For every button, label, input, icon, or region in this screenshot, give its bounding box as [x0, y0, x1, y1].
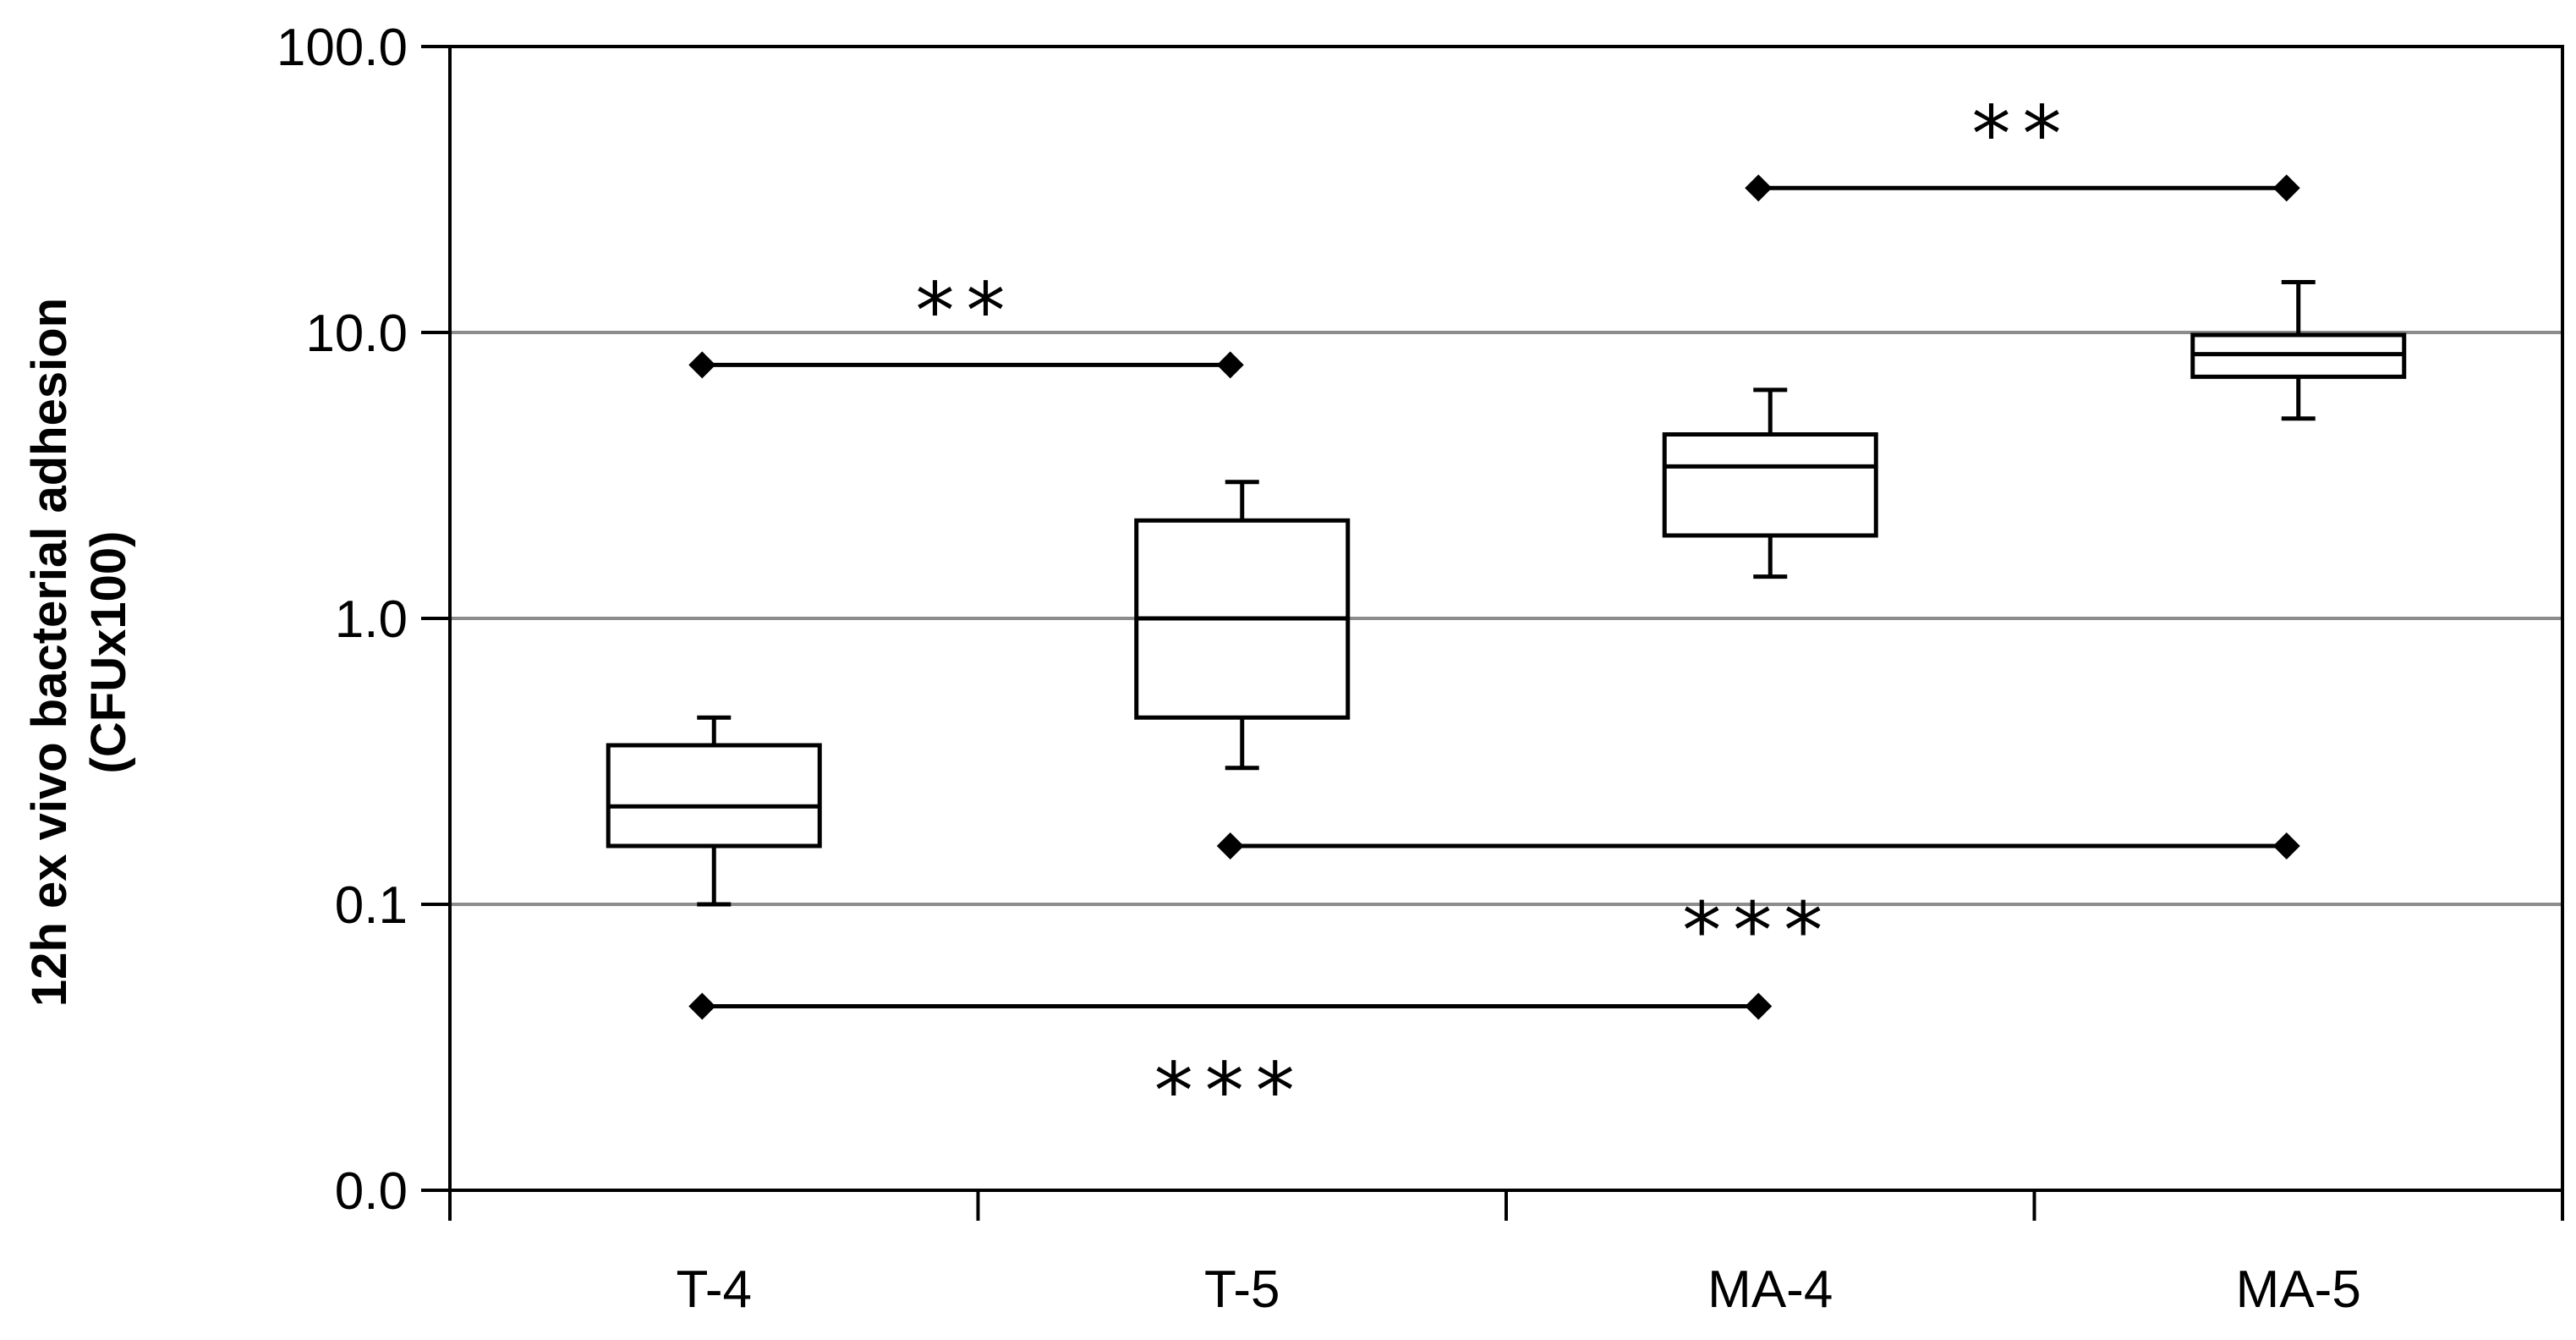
y-tick-label-4: 100.0 — [277, 19, 408, 77]
significance-brackets: ********** — [688, 89, 2300, 1137]
boxes — [606, 279, 2407, 907]
marker-end — [1216, 351, 1244, 379]
significance-stars: *** — [1154, 1046, 1307, 1137]
y-tick-label-3: 10.0 — [305, 305, 408, 363]
box-ma-5 — [2190, 279, 2407, 421]
y-axis-label-line-1: 12h ex vivo bacterial adhesion — [22, 298, 77, 1007]
y-axis-label: 12h ex vivo bacterial adhesion (CFUx100) — [22, 298, 136, 1007]
marker-end — [2272, 832, 2300, 860]
marker-end — [1745, 992, 1773, 1020]
x-tick-label-ma-5: MA-5 — [2236, 1260, 2361, 1319]
marker-start — [1745, 174, 1773, 202]
box-t-5 — [1134, 480, 1351, 771]
y-tick-label-0: 0.0 — [335, 1162, 408, 1221]
significance-stars: ** — [916, 266, 1017, 356]
y-tick-label-1: 0.1 — [335, 876, 408, 935]
marker-start — [688, 351, 716, 379]
significance-ma-4-ma-5: ** — [1745, 89, 2300, 202]
box-body — [1662, 432, 1878, 538]
box-t-4 — [606, 715, 822, 907]
significance-t-4-ma-4: *** — [688, 992, 1773, 1137]
significance-t-5-ma-5: *** — [1216, 832, 2300, 976]
marker-end — [2272, 174, 2300, 202]
y-tick-label-2: 1.0 — [335, 590, 408, 649]
marker-start — [688, 992, 716, 1020]
significance-stars: *** — [1682, 886, 1834, 976]
significance-stars: ** — [1972, 89, 2074, 179]
box-body — [606, 743, 822, 848]
significance-t-4-t-5: ** — [688, 266, 1244, 379]
marker-start — [1216, 832, 1244, 860]
x-tick-label-ma-4: MA-4 — [1707, 1260, 1833, 1319]
axes — [421, 45, 2564, 1221]
y-axis-label-line-2: (CFUx100) — [81, 531, 136, 774]
y-tick-labels: 0.0 0.1 1.0 10.0 100.0 — [277, 19, 408, 1221]
x-tick-label-t-5: T-5 — [1204, 1260, 1280, 1319]
x-tick-labels: T-4 T-5 MA-4 MA-5 — [676, 1260, 2360, 1319]
box-ma-4 — [1662, 387, 1878, 579]
x-tick-label-t-4: T-4 — [676, 1260, 752, 1319]
